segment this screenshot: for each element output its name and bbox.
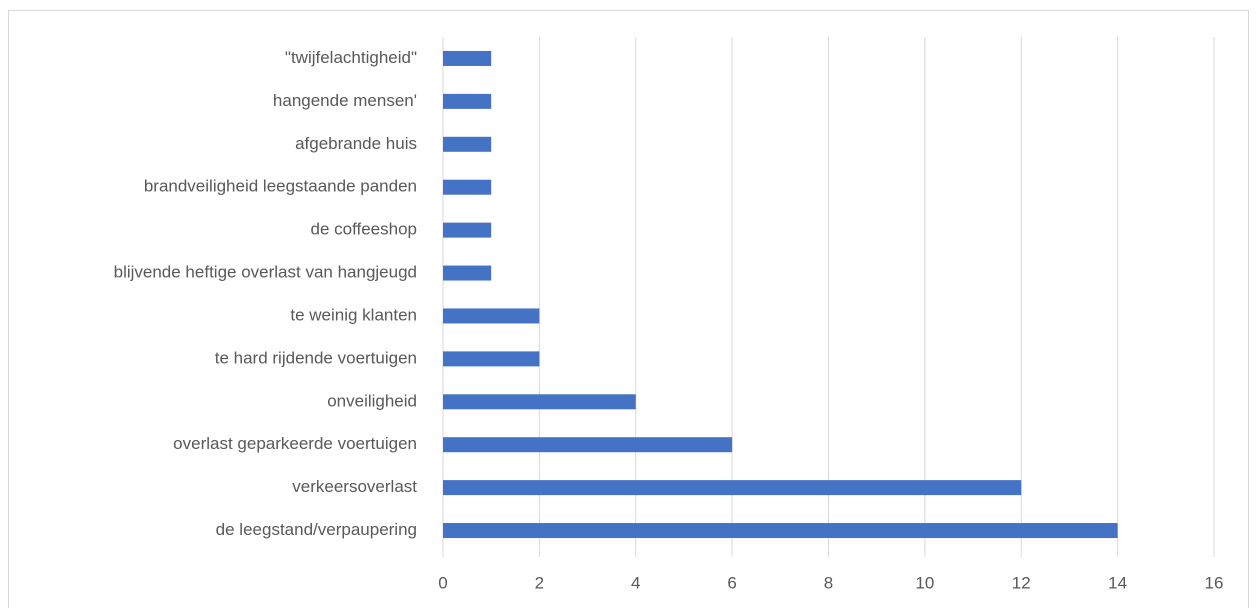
- bar: [443, 93, 492, 109]
- x-tick-label: 8: [824, 573, 833, 592]
- x-tick-label: 12: [1012, 573, 1031, 592]
- y-tick-label: brandveiligheid leegstaande panden: [144, 177, 417, 196]
- x-tick-label: 2: [535, 573, 544, 592]
- bar: [443, 437, 733, 453]
- bar: [443, 222, 492, 238]
- bar: [443, 50, 492, 66]
- chart-border: [8, 10, 1249, 608]
- y-tick-label: te hard rijdende voertuigen: [215, 348, 417, 367]
- y-tick-label: de coffeeshop: [311, 220, 418, 239]
- bar: [443, 480, 1022, 496]
- x-tick-label: 10: [915, 573, 934, 592]
- y-tick-label: blijvende heftige overlast van hangjeugd: [114, 263, 417, 282]
- y-tick-label: "twijfelachtigheid": [285, 48, 417, 67]
- x-tick-label: 4: [631, 573, 640, 592]
- x-tick-label: 0: [438, 573, 447, 592]
- bar: [443, 351, 540, 367]
- bar: [443, 265, 492, 281]
- bar: [443, 179, 492, 195]
- x-tick-label: 6: [727, 573, 736, 592]
- bar: [443, 308, 540, 324]
- y-tick-label: te weinig klanten: [290, 305, 417, 324]
- bar: [443, 523, 1118, 539]
- y-tick-label: hangende mensen': [273, 91, 417, 110]
- bar: [443, 394, 636, 410]
- y-tick-label: de leegstand/verpaupering: [216, 520, 417, 539]
- y-tick-label: overlast geparkeerde voertuigen: [173, 434, 417, 453]
- y-tick-label: afgebrande huis: [295, 134, 417, 153]
- x-tick-label: 16: [1205, 573, 1224, 592]
- x-tick-label: 14: [1108, 573, 1127, 592]
- y-tick-label: verkeersoverlast: [292, 477, 417, 496]
- y-tick-label: onveiligheid: [327, 391, 417, 410]
- bar: [443, 136, 492, 152]
